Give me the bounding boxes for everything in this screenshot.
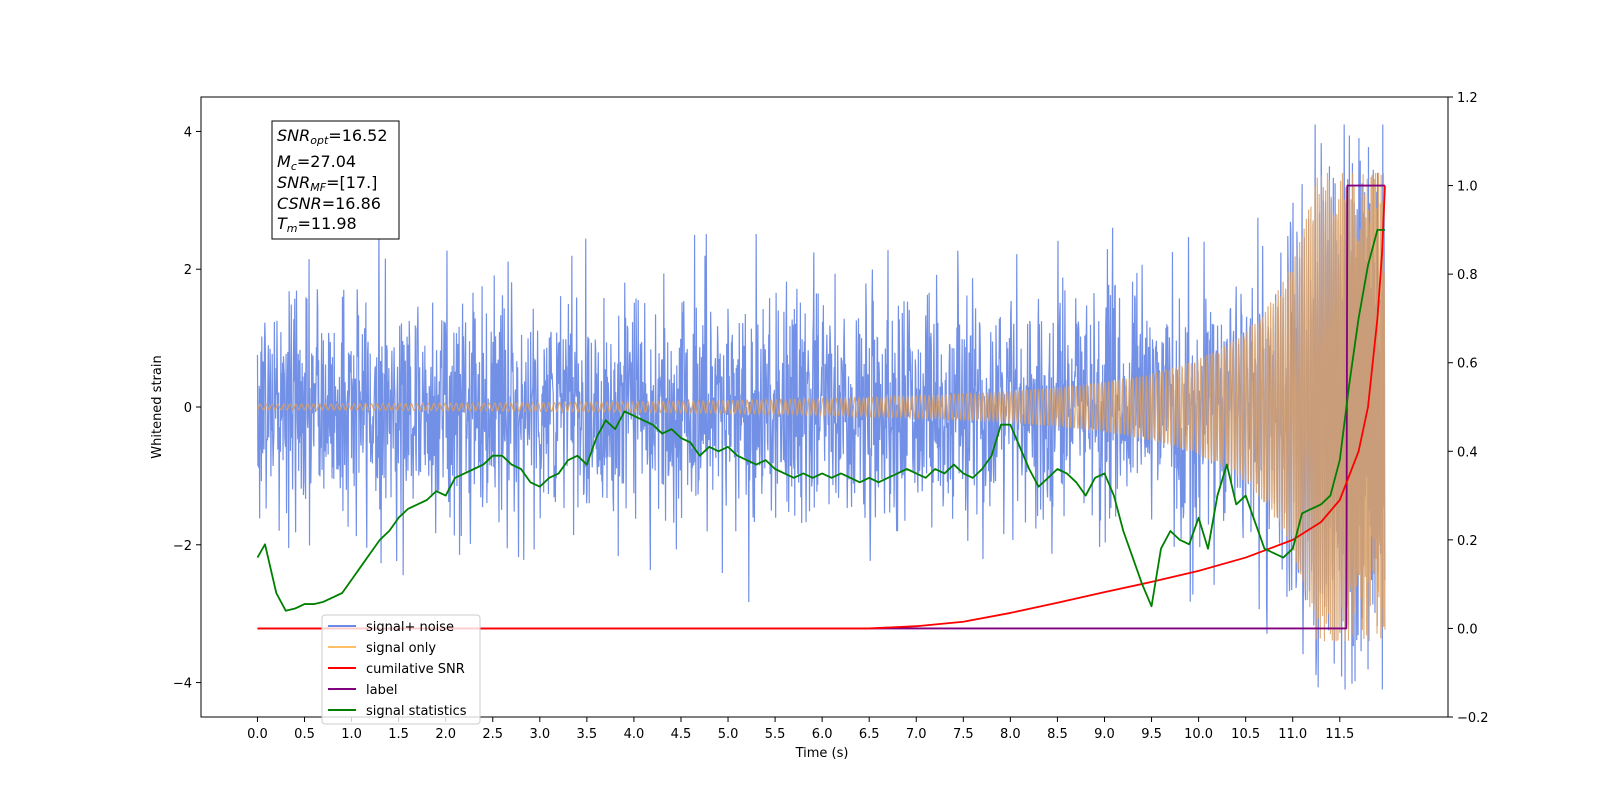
- x-tick-label: 5.0: [718, 727, 739, 742]
- x-tick-label: 2.0: [435, 727, 456, 742]
- y2-tick-label: 0.0: [1457, 622, 1478, 637]
- x-tick-label: 3.5: [577, 727, 598, 742]
- x-tick-label: 1.5: [388, 727, 409, 742]
- x-axis: 0.0 0.5 1.0 1.5 2.0 2.5 3.0 3.5 4.0 4.5 5.0 5.5 6.0 6…: [247, 717, 1354, 742]
- legend-label-signal-statistics: signal statistics: [366, 704, 467, 719]
- y-axis-label: Whitened strain: [150, 355, 165, 458]
- x-tick-label: 3.0: [529, 727, 550, 742]
- x-tick-label: 10.5: [1231, 727, 1260, 742]
- signal-series-layer: [256, 172, 1386, 642]
- x-tick-label: 5.5: [765, 727, 786, 742]
- x-tick-label: 8.5: [1047, 727, 1068, 742]
- y-axis-left: 4 2 0 −2 −4: [173, 125, 201, 692]
- x-tick-label: 11.0: [1278, 727, 1307, 742]
- x-tick-label: 10.0: [1184, 727, 1213, 742]
- x-tick-label: 4.5: [671, 727, 692, 742]
- y2-tick-label: 0.6: [1457, 357, 1478, 372]
- legend-label-signal-noise: signal+ noise: [366, 620, 454, 635]
- x-tick-label: 6.0: [812, 727, 833, 742]
- y-tick-label: −4: [173, 677, 192, 692]
- legend-label-label: label: [366, 683, 397, 698]
- x-tick-label: 6.5: [859, 727, 880, 742]
- y-tick-label: 4: [184, 125, 192, 140]
- legend-label-signal-only: signal only: [366, 641, 436, 656]
- x-tick-label: 9.5: [1141, 727, 1162, 742]
- annotation-line-mc: Mc=27.04: [277, 152, 356, 173]
- series-cumulative-snr-line: [257, 185, 1386, 630]
- y2-tick-label: 1.2: [1457, 91, 1478, 106]
- annotation-line-snr-mf: SNRMF=[17.]: [277, 173, 377, 194]
- y2-tick-label: 1.0: [1457, 180, 1478, 195]
- x-tick-label: 1.0: [341, 727, 362, 742]
- legend: signal+ noise signal only cumilative SNR…: [321, 614, 481, 725]
- annotation-box: SNRopt=16.52 Mc=27.04 SNRMF=[17.] CSNR=1…: [271, 120, 400, 240]
- x-axis-label: Time (s): [795, 746, 849, 761]
- y2-tick-label: 0.8: [1457, 268, 1478, 283]
- y-axis-right: 1.2 1.0 0.8 0.6 0.4 0.2 0.0 −0.2: [1448, 91, 1489, 726]
- x-tick-label: 7.5: [953, 727, 974, 742]
- y2-tick-label: −0.2: [1457, 711, 1489, 726]
- y2-tick-label: 0.4: [1457, 445, 1478, 460]
- y2-tick-label: 0.2: [1457, 534, 1478, 549]
- y-tick-label: −2: [173, 539, 192, 554]
- x-tick-label: 9.0: [1094, 727, 1115, 742]
- x-tick-label: 8.0: [1000, 727, 1021, 742]
- y-tick-label: 2: [184, 263, 192, 278]
- y-tick-label: 0: [184, 401, 192, 416]
- series-signal-only-line: [256, 172, 1386, 642]
- legend-frame: [321, 614, 481, 725]
- x-tick-label: 2.5: [482, 727, 503, 742]
- annotation-line-snr-opt: SNRopt=16.52: [277, 126, 388, 147]
- series-signal-statistics-line: [256, 228, 1385, 612]
- x-tick-label: 0.5: [294, 727, 315, 742]
- x-tick-label: 11.5: [1325, 727, 1354, 742]
- right-axis-series-layer: [256, 184, 1386, 630]
- annotation-line-tm: Tm=11.98: [277, 214, 357, 235]
- x-tick-label: 0.0: [247, 727, 268, 742]
- legend-label-cumulative-snr: cumilative SNR: [366, 662, 465, 677]
- x-tick-label: 4.0: [624, 727, 645, 742]
- annotation-line-csnr: CSNR=16.86: [277, 194, 381, 213]
- x-tick-label: 7.0: [906, 727, 927, 742]
